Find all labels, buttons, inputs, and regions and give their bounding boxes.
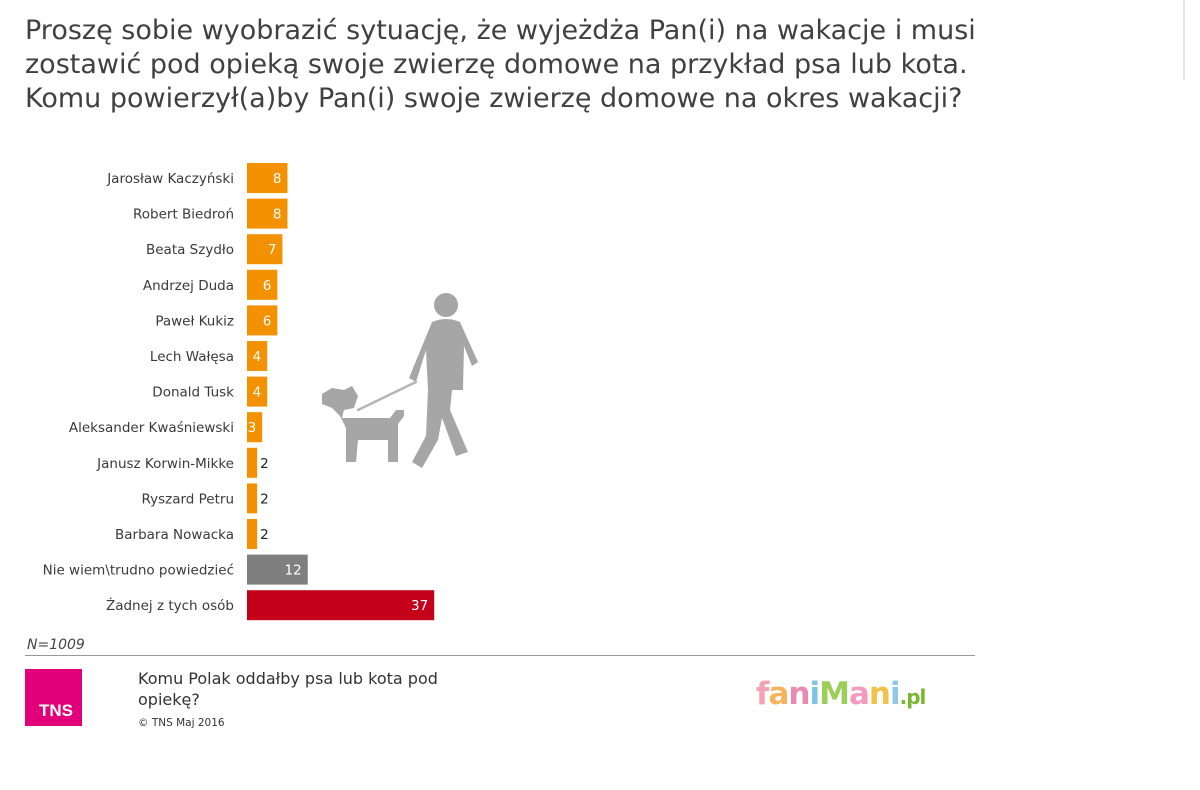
category-label: Barbara Nowacka	[115, 527, 234, 543]
category-label: Nie wiem\trudno powiedzieć	[43, 563, 234, 579]
value-label: 4	[253, 349, 262, 365]
brand-letter: a	[768, 676, 790, 712]
bar-chart: Jarosław Kaczyński 8 Robert Biedroń 8 Beata …	[43, 163, 435, 621]
value-label: 2	[260, 456, 269, 472]
bar	[247, 483, 258, 514]
brand-suffix: .pl	[899, 685, 927, 709]
brand-letter: a	[849, 676, 870, 712]
value-label: 8	[273, 207, 282, 223]
bar	[247, 341, 268, 371]
bar	[247, 519, 258, 549]
right-edge-line	[1183, 0, 1185, 80]
category-label: Paweł Kukiz	[155, 313, 234, 329]
fanimani-logo: faniMani.pl	[756, 676, 927, 712]
brand-name: faniMani	[756, 676, 901, 712]
bar	[247, 305, 278, 336]
tns-logo-text: TNS	[39, 701, 73, 720]
bar	[247, 163, 288, 193]
value-label: 6	[263, 313, 272, 329]
brand-letter: n	[868, 676, 891, 712]
man-walking-dog-icon	[322, 293, 478, 468]
category-label: Beata Szydło	[146, 242, 234, 258]
bar	[247, 376, 268, 407]
footer-divider	[25, 655, 975, 656]
value-label: 4	[253, 385, 262, 401]
value-label: 8	[273, 171, 282, 187]
bar	[247, 412, 263, 443]
value-label: 37	[411, 598, 428, 614]
question-title: Proszę sobie wyobrazić sytuację, że wyje…	[25, 15, 976, 114]
category-label: Robert Biedroń	[133, 207, 234, 223]
bar	[247, 269, 278, 300]
category-label: Janusz Korwin-Mikke	[96, 456, 234, 472]
category-label: Donald Tusk	[152, 385, 234, 401]
bar	[247, 447, 258, 478]
brand-letter: i	[890, 676, 901, 712]
category-label: Lech Wałęsa	[150, 349, 234, 365]
bar	[247, 198, 288, 229]
value-label: 7	[268, 242, 277, 258]
value-label: 2	[260, 491, 269, 507]
brand-letter: f	[756, 676, 769, 712]
value-label: 3	[248, 420, 257, 436]
copyright: © TNS Maj 2016	[138, 717, 225, 729]
footer-subtitle: Komu Polak oddałby psa lub kota pod opie…	[138, 669, 438, 709]
category-label: Andrzej Duda	[143, 278, 234, 294]
bar	[247, 554, 308, 585]
value-label: 2	[260, 527, 269, 543]
value-label: 12	[285, 563, 302, 579]
brand-letter: i	[809, 676, 821, 712]
bar	[247, 234, 283, 265]
tns-logo: TNS	[25, 669, 82, 726]
category-label: Ryszard Petru	[141, 491, 234, 507]
category-label: Aleksander Kwaśniewski	[69, 420, 234, 436]
category-label: Jarosław Kaczyński	[106, 171, 234, 187]
brand-letter: n	[788, 676, 810, 712]
value-label: 6	[263, 278, 272, 294]
brand-letter: M	[819, 676, 850, 712]
bar	[247, 590, 435, 621]
sample-size: N=1009	[27, 637, 85, 653]
category-label: Żadnej z tych osób	[106, 596, 234, 614]
